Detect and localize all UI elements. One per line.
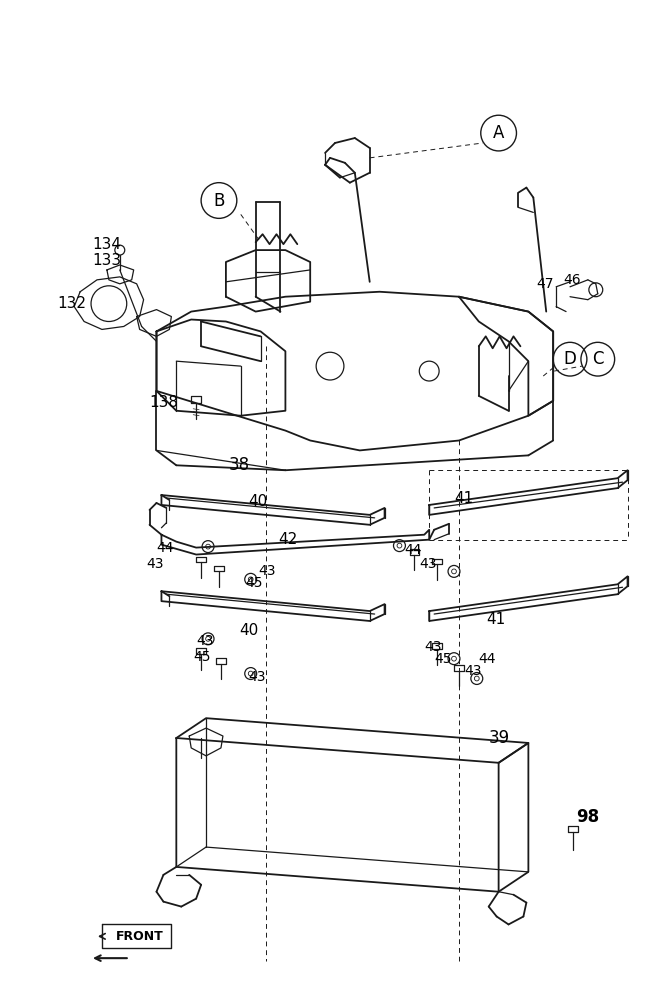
Text: 41: 41 <box>487 612 506 627</box>
Text: 44: 44 <box>156 541 174 555</box>
Text: 47: 47 <box>536 277 554 291</box>
Text: 43: 43 <box>146 557 164 571</box>
Text: 43: 43 <box>259 564 276 578</box>
Text: 98: 98 <box>576 808 599 826</box>
Text: D: D <box>564 350 576 368</box>
Text: 133: 133 <box>92 253 121 268</box>
Text: 45: 45 <box>193 650 210 664</box>
Text: 40: 40 <box>238 623 258 638</box>
Text: 43: 43 <box>196 634 214 648</box>
Text: B: B <box>213 192 224 210</box>
Text: 138: 138 <box>150 395 178 410</box>
Text: 43: 43 <box>248 670 267 684</box>
Text: 38: 38 <box>229 456 250 474</box>
Text: 44: 44 <box>479 652 496 666</box>
Text: 43: 43 <box>464 664 482 678</box>
Text: C: C <box>592 350 603 368</box>
Text: 134: 134 <box>92 237 121 252</box>
Text: 39: 39 <box>489 729 510 747</box>
Text: 45: 45 <box>434 652 452 666</box>
Text: 43: 43 <box>420 557 437 571</box>
Text: 40: 40 <box>248 494 268 509</box>
Text: 44: 44 <box>404 543 422 557</box>
Text: 132: 132 <box>57 296 86 311</box>
Text: 42: 42 <box>279 532 298 547</box>
Text: A: A <box>493 124 504 142</box>
Text: 46: 46 <box>563 273 580 287</box>
Text: 45: 45 <box>246 576 263 590</box>
Text: 41: 41 <box>454 491 473 506</box>
Text: FRONT: FRONT <box>116 930 164 943</box>
Text: 43: 43 <box>424 640 442 654</box>
